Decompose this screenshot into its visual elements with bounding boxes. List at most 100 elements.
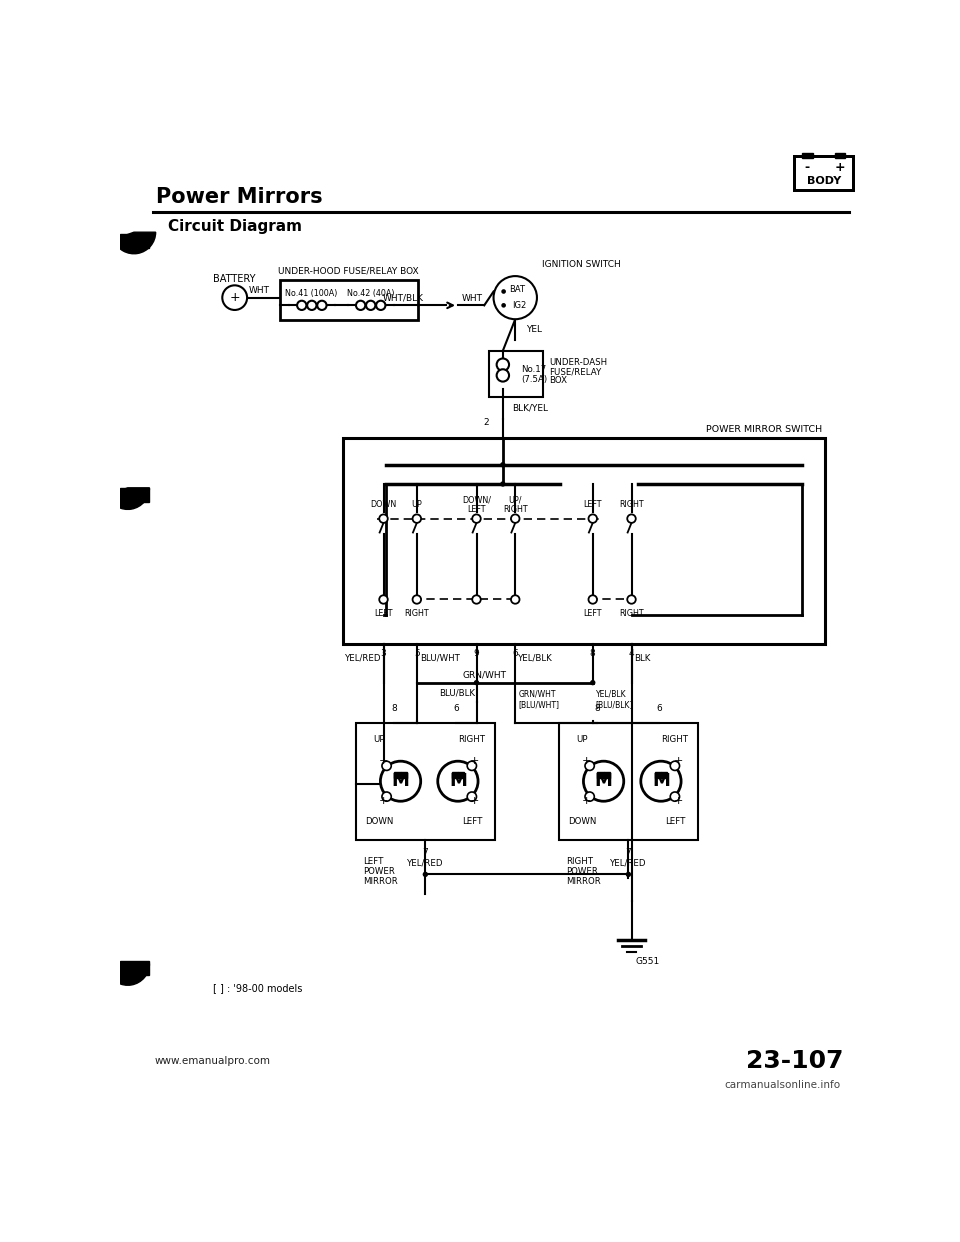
Text: WHT: WHT	[462, 294, 483, 303]
Text: LEFT: LEFT	[374, 609, 393, 617]
Text: UNDER-HOOD FUSE/RELAY BOX: UNDER-HOOD FUSE/RELAY BOX	[278, 267, 419, 276]
Circle shape	[468, 761, 476, 770]
Circle shape	[297, 301, 306, 310]
Text: DOWN: DOWN	[365, 817, 393, 826]
Text: RIGHT
POWER
MIRROR: RIGHT POWER MIRROR	[566, 857, 601, 887]
Circle shape	[670, 792, 680, 801]
Circle shape	[356, 301, 366, 310]
Text: +: +	[673, 796, 683, 806]
Text: 7: 7	[422, 847, 428, 857]
Text: FUSE/RELAY: FUSE/RELAY	[549, 368, 602, 376]
Bar	[120, 488, 150, 502]
Bar	[395, 773, 400, 779]
Text: IGNITION SWITCH: IGNITION SWITCH	[542, 260, 621, 270]
Circle shape	[511, 595, 519, 604]
Text: GRN/WHT: GRN/WHT	[463, 671, 506, 679]
Text: +: +	[229, 291, 240, 304]
Text: 6: 6	[657, 704, 662, 713]
Bar	[796, 158, 852, 189]
Text: 8: 8	[589, 648, 595, 658]
Circle shape	[588, 514, 597, 523]
Text: 9: 9	[473, 648, 479, 658]
Text: 7: 7	[626, 847, 632, 857]
Circle shape	[472, 514, 481, 523]
Bar	[120, 961, 150, 975]
Text: YEL/RED: YEL/RED	[611, 858, 647, 867]
Bar	[604, 773, 610, 779]
Text: 8: 8	[392, 704, 397, 713]
Circle shape	[500, 482, 506, 487]
Text: LEFT: LEFT	[584, 501, 602, 509]
Text: LEFT
POWER
MIRROR: LEFT POWER MIRROR	[363, 857, 398, 887]
Text: No.41 (100A): No.41 (100A)	[285, 288, 338, 298]
Text: RIGHT: RIGHT	[661, 735, 688, 744]
Text: BLU/WHT: BLU/WHT	[420, 653, 460, 662]
Text: +: +	[379, 796, 388, 806]
Text: 4: 4	[629, 648, 635, 658]
Text: UP/
RIGHT: UP/ RIGHT	[503, 496, 528, 514]
Circle shape	[626, 872, 631, 877]
Text: POWER MIRROR SWITCH: POWER MIRROR SWITCH	[706, 425, 822, 433]
Text: YEL/BLK: YEL/BLK	[518, 653, 553, 662]
Circle shape	[585, 792, 594, 801]
Bar	[660, 773, 667, 779]
Circle shape	[627, 595, 636, 604]
Text: BLK: BLK	[635, 653, 651, 662]
Text: RIGHT: RIGHT	[458, 735, 486, 744]
Text: RIGHT: RIGHT	[404, 609, 429, 617]
Circle shape	[438, 761, 478, 801]
Circle shape	[501, 303, 506, 308]
Circle shape	[585, 761, 594, 770]
Text: G551: G551	[636, 956, 660, 966]
Circle shape	[382, 761, 392, 770]
Bar	[400, 773, 407, 779]
Text: 5: 5	[414, 648, 420, 658]
Text: IG2: IG2	[512, 301, 526, 309]
Text: (7.5A): (7.5A)	[521, 375, 547, 384]
Text: YEL/BLK
[BLU/BLK]: YEL/BLK [BLU/BLK]	[596, 689, 634, 709]
Text: +: +	[834, 161, 846, 174]
Text: M: M	[652, 773, 670, 790]
Text: +: +	[582, 796, 591, 806]
Text: RIGHT: RIGHT	[619, 501, 644, 509]
Text: +: +	[470, 756, 480, 766]
Bar	[655, 773, 660, 779]
Text: www.emanualpro.com: www.emanualpro.com	[155, 1057, 271, 1067]
Bar	[597, 773, 604, 779]
Circle shape	[366, 301, 375, 310]
Text: 2: 2	[483, 417, 489, 427]
Text: BLK/YEL: BLK/YEL	[512, 404, 548, 412]
Circle shape	[588, 595, 597, 604]
Text: No.42 (40A): No.42 (40A)	[347, 288, 394, 298]
Text: BODY: BODY	[806, 176, 841, 186]
Circle shape	[496, 369, 509, 381]
Circle shape	[422, 872, 428, 877]
Circle shape	[317, 301, 326, 310]
Bar	[458, 773, 464, 779]
Bar	[834, 153, 846, 158]
Circle shape	[379, 514, 388, 523]
Text: 23-107: 23-107	[746, 1049, 843, 1073]
Bar	[279, 279, 418, 320]
Bar	[355, 723, 495, 840]
Circle shape	[627, 514, 636, 523]
Circle shape	[413, 595, 421, 604]
Text: [ ] : '98-00 models: [ ] : '98-00 models	[213, 984, 302, 994]
Circle shape	[496, 359, 509, 371]
Text: M: M	[449, 773, 467, 790]
Circle shape	[474, 679, 479, 686]
Circle shape	[500, 462, 506, 467]
Text: -: -	[804, 161, 810, 174]
Text: 6: 6	[453, 704, 459, 713]
Circle shape	[223, 286, 247, 310]
Text: DOWN/
LEFT: DOWN/ LEFT	[462, 496, 491, 514]
Text: Power Mirrors: Power Mirrors	[156, 186, 324, 206]
Wedge shape	[108, 488, 150, 509]
Bar	[344, 437, 826, 645]
Circle shape	[493, 276, 537, 319]
Text: DOWN: DOWN	[371, 501, 396, 509]
Bar	[802, 153, 813, 158]
Circle shape	[501, 289, 506, 294]
Circle shape	[307, 301, 317, 310]
Circle shape	[641, 761, 681, 801]
